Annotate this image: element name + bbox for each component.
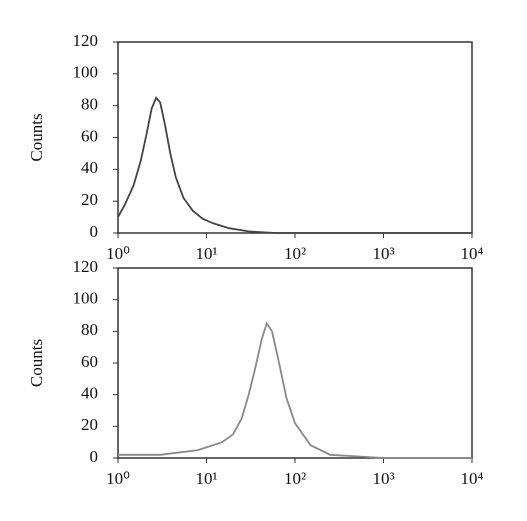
y-tick-label: 120 — [73, 31, 99, 50]
y-tick-label: 0 — [90, 222, 99, 241]
y-tick-label: 60 — [81, 126, 98, 145]
x-tick-label: 10² — [284, 244, 306, 263]
y-tick-label: 60 — [81, 352, 98, 371]
y-tick-label: 0 — [90, 447, 99, 466]
x-tick-label: 10¹ — [195, 244, 217, 263]
histogram-line — [117, 95, 472, 234]
x-tick-label: 10³ — [372, 244, 394, 263]
x-tick-label: 10³ — [372, 469, 394, 488]
y-tick-label: 100 — [73, 289, 99, 308]
y-tick-label: 80 — [81, 320, 98, 339]
x-tick-label: 10² — [284, 469, 306, 488]
x-tick-label: 10⁰ — [106, 244, 130, 263]
histogram-line — [118, 321, 472, 459]
y-tick-label: 100 — [73, 63, 99, 82]
y-tick-label: 20 — [81, 190, 98, 209]
y-tick-label: 20 — [81, 415, 98, 434]
x-tick-label: 10⁰ — [106, 469, 130, 488]
y-tick-label: 120 — [73, 257, 99, 276]
y-tick-label: 80 — [81, 95, 98, 114]
y-axis-label: Counts — [27, 113, 46, 161]
x-tick-label: 10⁴ — [461, 469, 484, 488]
plot-frame — [117, 41, 473, 234]
y-tick-label: 40 — [81, 384, 98, 403]
x-tick-label: 10⁴ — [461, 244, 484, 263]
y-tick-label: 40 — [81, 158, 98, 177]
x-tick-label: 10¹ — [195, 469, 217, 488]
plot-frame — [117, 267, 473, 459]
y-axis-label: Counts — [27, 339, 46, 387]
